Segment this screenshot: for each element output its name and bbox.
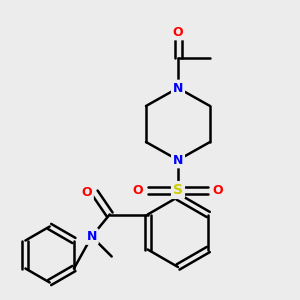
Text: S: S <box>173 183 183 197</box>
Text: O: O <box>213 184 223 196</box>
Text: N: N <box>173 154 183 166</box>
Text: O: O <box>133 184 143 196</box>
Text: O: O <box>81 186 92 199</box>
Text: N: N <box>86 230 97 243</box>
Text: O: O <box>173 26 183 38</box>
Text: N: N <box>173 82 183 94</box>
